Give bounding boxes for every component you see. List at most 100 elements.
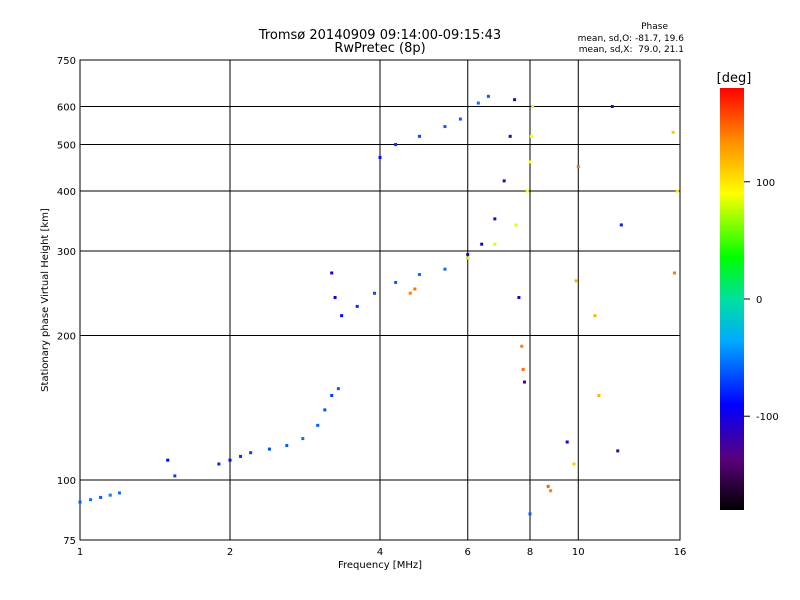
data-point (443, 267, 447, 271)
data-point (166, 458, 170, 462)
trace-6 (466, 98, 517, 257)
data-point (108, 493, 112, 497)
data-point (576, 164, 580, 168)
data-point (378, 155, 382, 159)
data-point (673, 271, 677, 275)
chart-title: Tromsø 20140909 09:14:00-09:15:43 (258, 28, 502, 43)
data-point (89, 498, 93, 502)
y-tick-label: 100 (57, 476, 76, 487)
x-tick-label: 4 (377, 547, 383, 558)
colorbar-tick-label: 0 (756, 295, 762, 306)
data-point (267, 447, 271, 451)
trace-0 (78, 491, 121, 504)
data-point (565, 440, 569, 444)
data-point (619, 223, 623, 227)
x-axis-label: Frequency [MHz] (338, 560, 422, 571)
data-point (572, 462, 576, 466)
x-tick-label: 8 (527, 547, 533, 558)
y-tick-label: 600 (57, 103, 76, 114)
data-point (408, 291, 412, 295)
data-point (517, 296, 521, 300)
x-tick-label: 1 (77, 547, 83, 558)
grid (79, 59, 681, 541)
data-point (330, 271, 334, 275)
trace-3 (330, 256, 470, 318)
data-point (228, 458, 232, 462)
y-axis-label: Stationary phase Virtual Height [km] (40, 208, 51, 392)
y-tick-label: 750 (57, 56, 76, 67)
data-point (514, 223, 518, 227)
x-tick-label: 10 (572, 547, 585, 558)
data-point (443, 125, 447, 129)
y-tick-label: 200 (57, 332, 76, 343)
data-point (520, 344, 524, 348)
data-point (531, 105, 535, 109)
data-point (528, 512, 532, 516)
data-point (525, 189, 529, 193)
trace-4 (408, 287, 417, 295)
data-point (355, 304, 359, 308)
data-point (78, 500, 82, 504)
y-tick-label: 400 (57, 187, 76, 198)
data-point (486, 94, 490, 98)
phase-stats-o: mean, sd,O: -81.7, 19.6 (577, 34, 684, 44)
y-tick-label: 75 (63, 536, 76, 547)
colorbar (720, 88, 744, 510)
data-point (616, 449, 620, 453)
data-point (217, 462, 221, 466)
data-point (333, 296, 337, 300)
y-axis: 75 100 200 300 400 500 600 750 (57, 56, 76, 547)
data-point (173, 474, 177, 478)
data-point (546, 484, 550, 488)
data-point (528, 160, 532, 164)
data-point (340, 314, 344, 318)
x-tick-label: 2 (227, 547, 233, 558)
data-point (476, 101, 480, 105)
data-point (610, 105, 614, 109)
data-point (394, 280, 398, 284)
data-point (316, 423, 320, 427)
chart-subtitle: RwPretec (8p) (334, 41, 426, 56)
x-tick-label: 6 (465, 547, 471, 558)
data-point (394, 143, 398, 147)
data-point (117, 491, 121, 495)
data-point (285, 444, 289, 448)
x-axis: 1 2 4 6 8 10 16 (77, 547, 687, 558)
data-point (323, 408, 327, 412)
data-point (480, 242, 484, 246)
data-point (301, 437, 305, 441)
trace-1 (166, 458, 177, 478)
data-point (458, 117, 462, 121)
x-tick-label: 16 (674, 547, 687, 558)
trace-7 (466, 105, 535, 260)
phase-stats-x: mean, sd,X: 79.0, 21.1 (578, 45, 684, 55)
data-point (593, 314, 597, 318)
data-point (513, 98, 517, 102)
data-point (508, 134, 512, 138)
data-point (574, 279, 578, 283)
phase-stats-heading: Phase (641, 22, 668, 32)
data-point (675, 189, 679, 193)
data-point (549, 489, 553, 493)
colorbar-label: [deg] (717, 71, 752, 86)
data-points (78, 94, 679, 516)
colorbar-ticks: 100 0 -100 (744, 178, 779, 423)
trace-8 (517, 105, 679, 516)
trace-5 (378, 94, 490, 159)
data-point (521, 367, 525, 371)
data-point (336, 387, 340, 391)
trace-2 (217, 387, 340, 466)
data-point (417, 134, 421, 138)
data-point (466, 253, 470, 257)
data-point (671, 130, 675, 134)
y-tick-label: 500 (57, 141, 76, 152)
data-point (413, 287, 417, 291)
data-point (239, 454, 243, 458)
data-point (597, 394, 601, 398)
colorbar-tick-label: 100 (756, 178, 775, 189)
data-point (99, 495, 103, 499)
data-point (523, 380, 527, 384)
data-point (466, 256, 470, 260)
data-point (493, 242, 497, 246)
